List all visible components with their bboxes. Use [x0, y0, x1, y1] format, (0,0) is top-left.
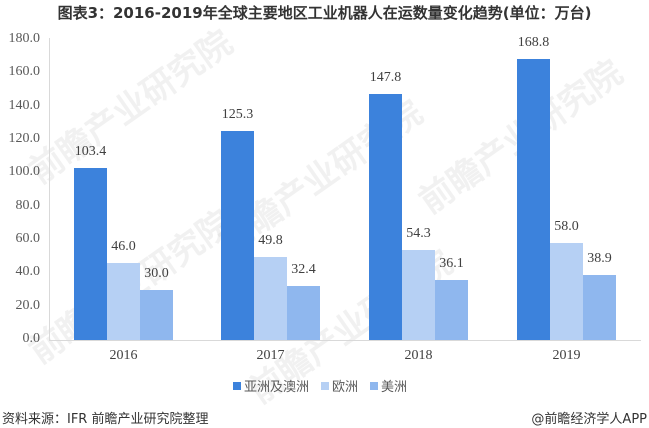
x-tick-label: 2018 [404, 348, 433, 363]
bar-2019-0 [517, 58, 550, 340]
bar-value-label: 103.4 [74, 143, 107, 159]
legend-swatch-america-icon [370, 381, 379, 390]
y-tick-label: 140.0 [8, 97, 41, 113]
y-tick-label: 20.0 [15, 297, 41, 313]
bar-2016-2 [140, 290, 173, 340]
bar-2019-2 [583, 275, 616, 340]
legend-item-america: 美洲 [370, 376, 407, 395]
credit-note: @前瞻经济学人APP [531, 412, 647, 427]
bar-value-label: 54.3 [406, 225, 431, 241]
legend-label: 美洲 [381, 380, 408, 395]
y-tick-label: 0.0 [22, 331, 41, 346]
bar-value-label: 32.4 [291, 262, 316, 277]
bar-2019-1 [550, 243, 583, 340]
legend-label: 欧洲 [332, 380, 359, 395]
legend-item-asia: 亚洲及澳洲 [233, 376, 309, 395]
bar-value-label: 147.8 [369, 69, 402, 85]
chart-title: 图表3：2016-2019年全球主要地区工业机器人在运数量变化趋势(单位：万台) [57, 4, 592, 22]
x-axis-line [49, 340, 641, 341]
bar-value-label: 46.0 [111, 239, 136, 255]
legend-label: 亚洲及澳洲 [244, 380, 310, 395]
bar-2018-2 [435, 279, 468, 340]
y-tick-label: 100.0 [8, 164, 41, 180]
bar-2017-0 [221, 131, 254, 340]
y-tick-label: 80.0 [15, 197, 41, 213]
bar-2018-1 [402, 249, 435, 340]
legend-swatch-asia-icon [233, 381, 241, 390]
watermark: 前瞻产业研究院 [22, 22, 240, 193]
bar-2016-1 [107, 263, 140, 340]
bar-value-label: 36.1 [439, 255, 464, 271]
y-tick-label: 180.0 [8, 31, 41, 46]
bar-2016-0 [74, 167, 107, 340]
legend-item-europe: 欧洲 [321, 376, 358, 395]
bar-value-label: 58.0 [554, 219, 579, 235]
y-tick-label: 160.0 [8, 64, 41, 80]
source-note: 资料来源：IFR 前瞻产业研究院整理 [2, 412, 209, 427]
bar-value-label: 125.3 [221, 107, 254, 123]
x-tick-label: 2016 [109, 348, 138, 363]
bar-2017-2 [287, 286, 320, 340]
bar-2018-0 [369, 93, 402, 340]
legend-swatch-europe-icon [321, 381, 330, 390]
bar-2017-1 [254, 257, 287, 340]
bar-value-label: 38.9 [587, 251, 612, 267]
y-tick-label: 60.0 [15, 231, 41, 246]
y-axis-line [49, 38, 50, 340]
bar-value-label: 168.8 [517, 34, 550, 50]
y-tick-label: 120.0 [8, 131, 41, 146]
bar-value-label: 30.0 [144, 266, 169, 281]
legend: 亚洲及澳洲 欧洲 美洲 [233, 376, 419, 395]
y-tick-label: 40.0 [15, 264, 41, 280]
x-tick-label: 2019 [552, 348, 581, 363]
bar-value-label: 49.8 [258, 233, 283, 248]
x-tick-label: 2017 [256, 348, 285, 363]
